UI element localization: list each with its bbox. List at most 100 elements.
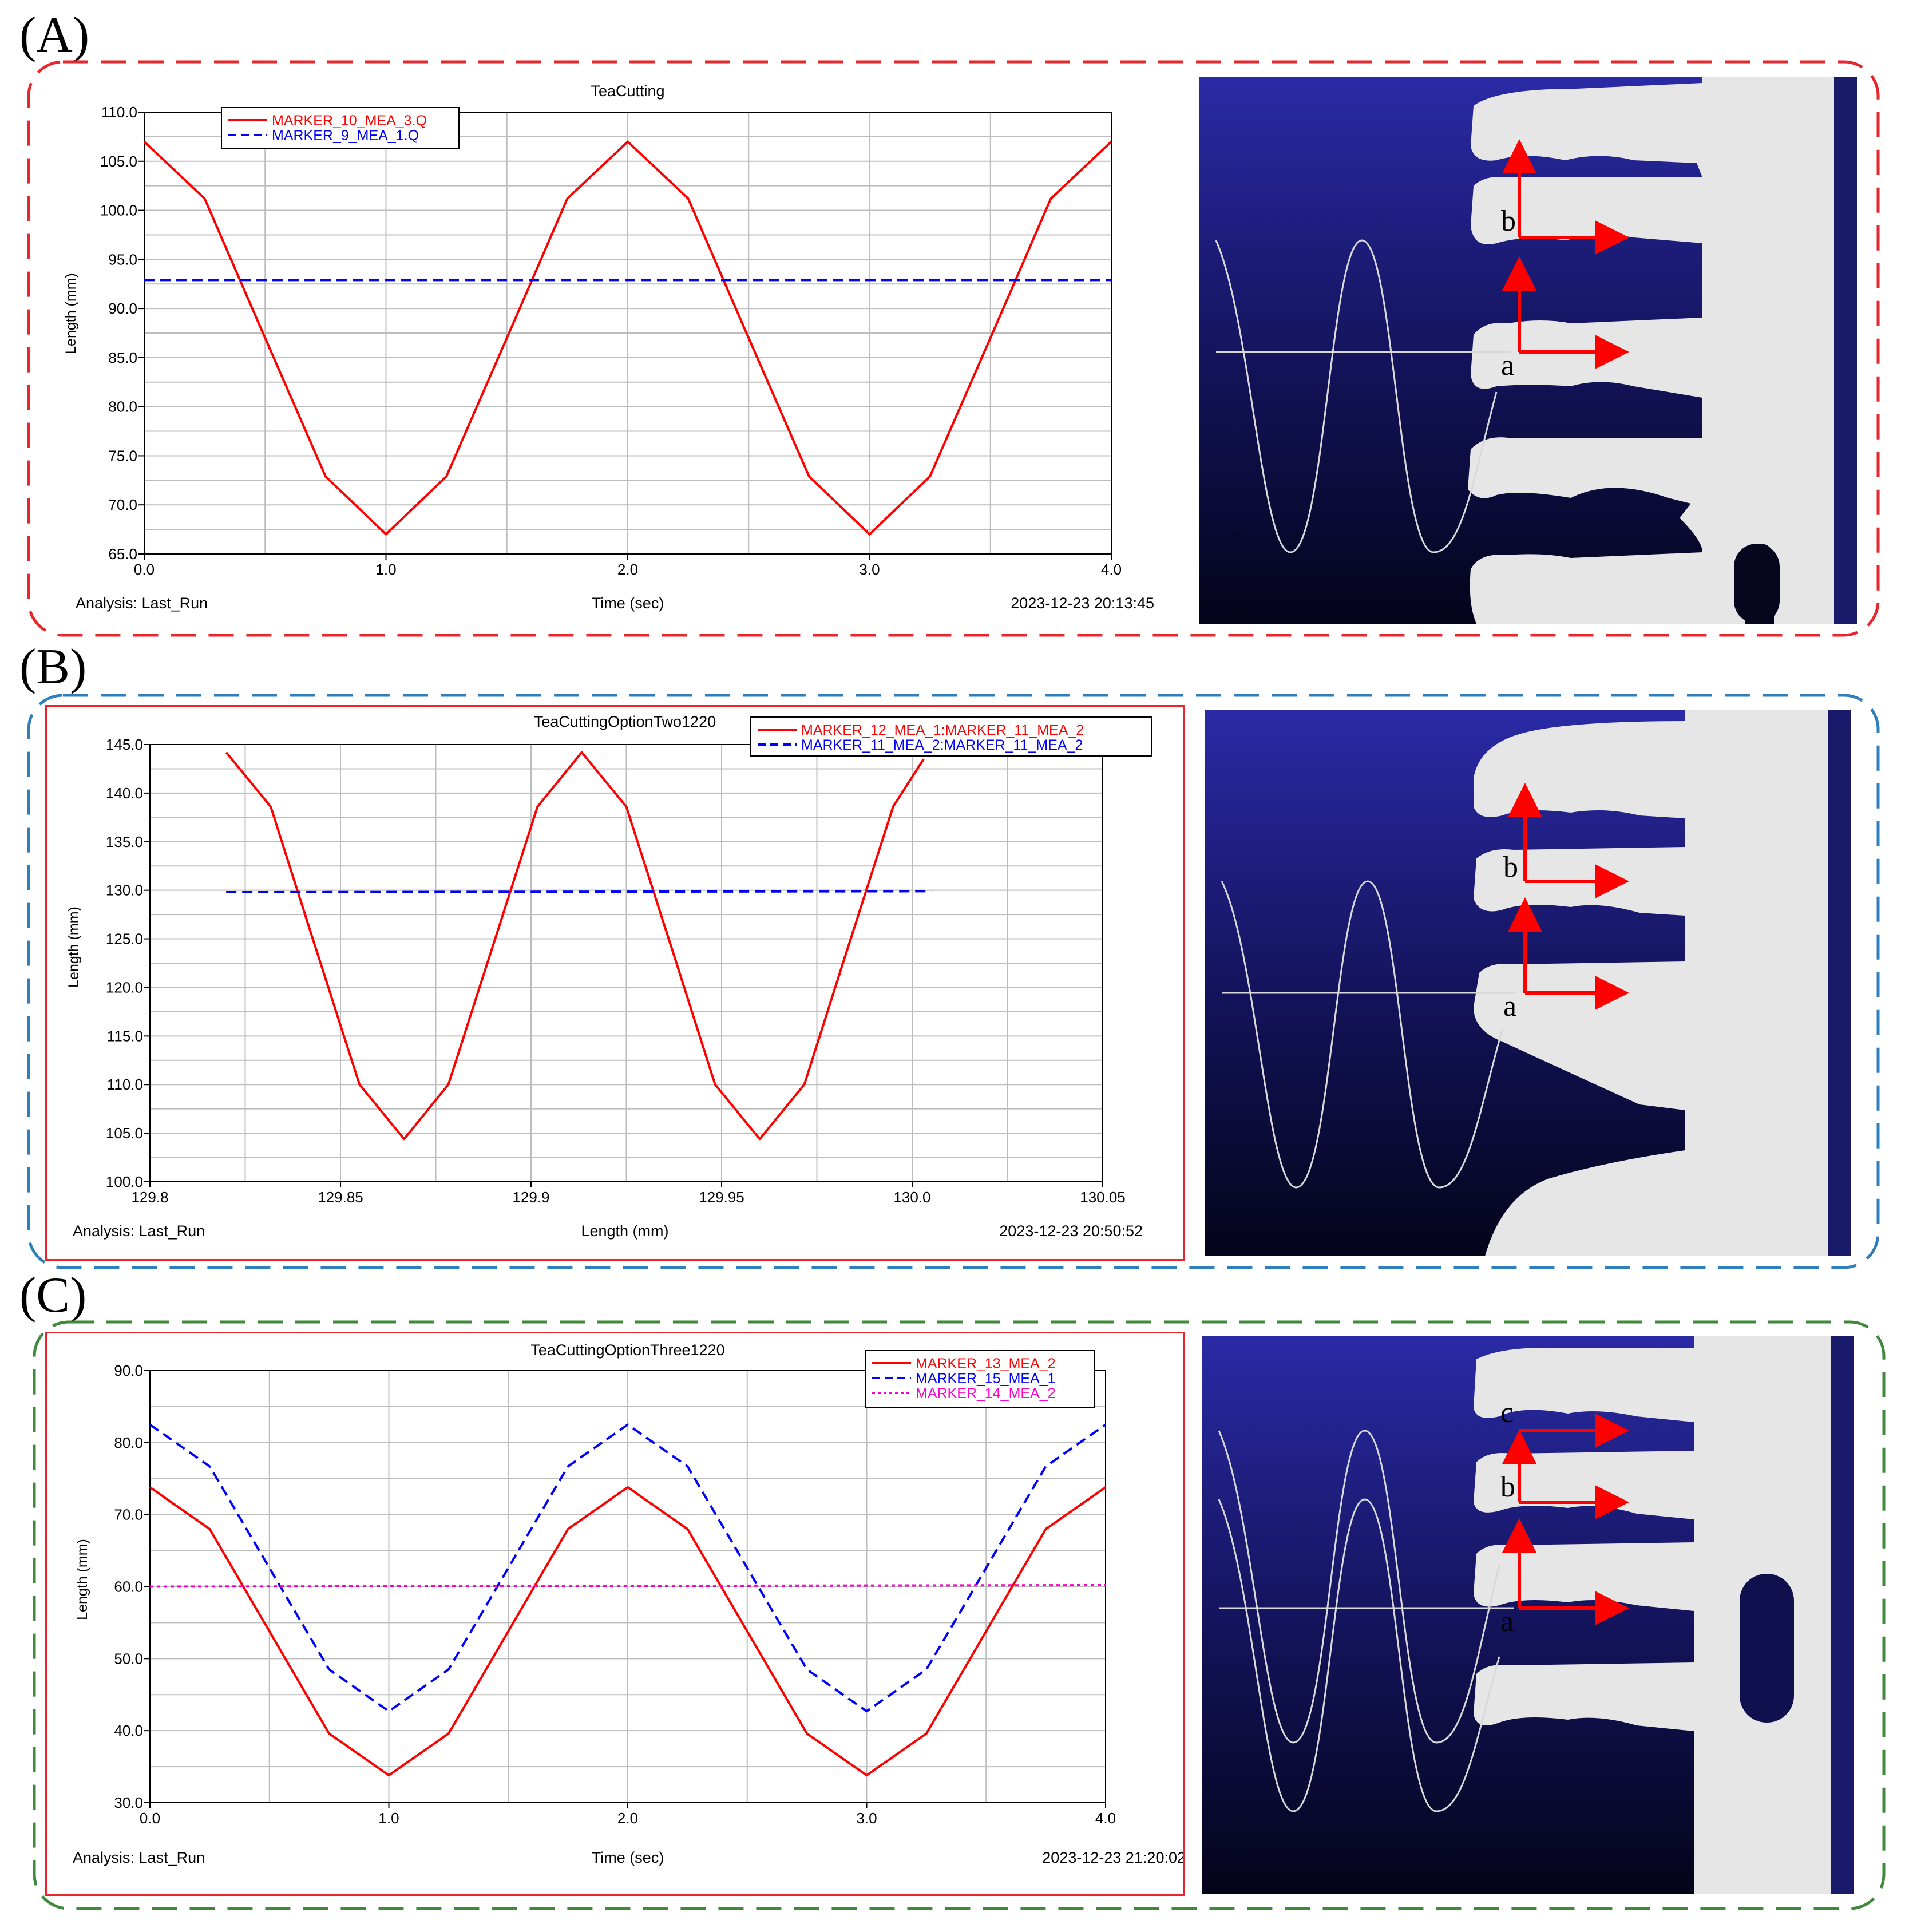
y-tick-label: 65.0 [108,545,137,563]
y-tick-label: 115.0 [107,1027,143,1044]
chart-a: 65.0 70.0 75.0 80.0 85.0 90.0 95.0 100.0 105.0 11… [41,73,1180,623]
frame-a [27,60,1880,637]
series-line-1 [226,890,932,894]
y-tick-label: 70.0 [108,496,137,513]
y-tick-label: 100.0 [100,202,137,219]
chart-b-xlabel: Length (mm) [581,1222,668,1240]
chart-c-xlabel: Time (sec) [592,1849,664,1866]
x-tick-label: 2.0 [617,1810,638,1827]
x-tick-label: 3.0 [859,561,880,578]
legend-label-1: MARKER_9_MEA_1.Q [272,128,419,144]
y-tick-label: 80.0 [114,1434,143,1451]
sim-c-label-c: c [1500,1396,1514,1429]
simulation-a: b a [1199,77,1857,624]
chart-c-svg: 30.0 40.0 50.0 60.0 70.0 80.0 90.0 0.0 1.0 2.0 3.0… [73,1341,1183,1866]
legend-label-1: MARKER_15_MEA_1 [916,1371,1056,1387]
chart-a-title: TeaCutting [591,82,664,100]
sim-c-right-strip [1831,1336,1854,1894]
panel-label-c: (C) [19,1268,87,1323]
sim-a-label-a: a [1501,349,1514,382]
y-tick-label: 105.0 [106,1125,143,1142]
chart-c: 30.0 40.0 50.0 60.0 70.0 80.0 90.0 0.0 1.0 2.0 3.0… [45,1332,1185,1896]
simulation-c-svg: c b a [1202,1336,1854,1894]
y-tick-label: 135.0 [106,833,143,850]
y-tick-label: 95.0 [108,251,137,268]
sim-a-right-strip [1834,77,1857,624]
frame-c [33,1320,1886,1910]
sim-b-label-a: a [1503,990,1516,1023]
simulation-a-svg: b a [1199,77,1857,624]
chart-c-title: TeaCuttingOptionThree1220 [530,1341,724,1359]
sim-b-label-b: b [1503,851,1518,884]
series-line-0 [143,140,1112,536]
sim-c-body [1471,1336,1831,1894]
sim-b-body [1474,710,1828,1256]
sim-c-cam-curve-1 [1218,1430,1500,1744]
y-tick-label: 30.0 [114,1794,143,1811]
x-tick-label: 0.0 [134,561,155,578]
sim-a-label-b: b [1501,205,1516,237]
x-tick-label: 129.9 [512,1189,549,1206]
chart-a-svg: 65.0 70.0 75.0 80.0 85.0 90.0 95.0 100.0 105.0 11… [63,82,1154,612]
panel-label-b: (B) [19,639,87,695]
x-tick-label: 1.0 [378,1810,399,1827]
legend-label-1: MARKER_11_MEA_2:MARKER_11_MEA_2 [801,737,1083,753]
sim-a-slot [1734,544,1780,624]
sim-c-slot [1740,1574,1794,1723]
x-tick-label: 3.0 [856,1810,877,1827]
y-tick-label: 140.0 [106,785,143,802]
series-line-1 [149,1423,1107,1713]
y-tick-label: 130.0 [106,882,143,899]
x-tick-label: 4.0 [1095,1810,1116,1827]
sim-a-cam-curve [1215,239,1498,553]
panel-label-a: (A) [19,7,90,63]
y-tick-label: 50.0 [114,1650,143,1667]
frame-b [27,694,1880,1269]
chart-c-ylabel: Length (mm) [74,1539,90,1620]
sim-b-cam-curve [1221,880,1503,1189]
series-line-2 [149,1583,1106,1588]
simulation-b-svg: b a [1205,710,1851,1256]
simulation-c: c b a [1202,1336,1854,1894]
y-tick-label: 110.0 [101,104,137,121]
sim-b-right-strip [1828,710,1851,1256]
y-tick-label: 110.0 [107,1076,143,1093]
y-tick-label: 40.0 [114,1722,143,1739]
y-tick-label: 145.0 [106,736,143,753]
x-tick-label: 130.05 [1080,1189,1126,1206]
x-tick-label: 129.95 [699,1189,744,1206]
chart-b-footer-right: 2023-12-23 20:50:52 [999,1222,1143,1240]
x-tick-label: 130.0 [893,1189,930,1206]
chart-b-ylabel: Length (mm) [66,906,82,988]
chart-b-title: TeaCuttingOptionTwo1220 [534,713,716,730]
y-tick-label: 75.0 [108,447,137,464]
x-tick-label: 1.0 [375,561,396,578]
sim-c-label-a: a [1500,1605,1514,1638]
y-tick-label: 105.0 [100,153,137,170]
legend-box [750,716,1152,757]
simulation-b: b a [1205,710,1851,1256]
legend-label-0: MARKER_12_MEA_1:MARKER_11_MEA_2 [801,722,1084,738]
y-tick-label: 90.0 [114,1362,143,1379]
legend-label-0: MARKER_10_MEA_3.Q [272,113,427,129]
chart-a-footer-left: Analysis: Last_Run [76,595,208,612]
x-tick-label: 2.0 [617,561,638,578]
chart-b-svg: 100.0 105.0 110.0 115.0 120.0 125.0 130.0 135.0… [66,713,1152,1240]
y-tick-label: 85.0 [108,349,137,366]
y-tick-label: 60.0 [114,1578,143,1596]
chart-a-ylabel: Length (mm) [63,273,79,354]
sim-c-label-b: b [1500,1471,1515,1503]
chart-c-footer-right: 2023-12-23 21:20:02 [1042,1849,1183,1866]
y-tick-label: 80.0 [108,398,137,415]
y-tick-label: 70.0 [114,1506,143,1523]
plot-frame [149,744,1103,1182]
sim-c-cam-curve-2 [1218,1498,1500,1812]
series-line-0 [149,1486,1107,1777]
legend-box [221,107,460,149]
chart-b: 100.0 105.0 110.0 115.0 120.0 125.0 130.0 135.0… [45,705,1185,1261]
chart-c-footer-left: Analysis: Last_Run [73,1849,205,1866]
x-tick-label: 129.85 [318,1189,363,1206]
sim-a-body [1468,77,1834,624]
x-tick-label: 129.8 [131,1189,168,1206]
